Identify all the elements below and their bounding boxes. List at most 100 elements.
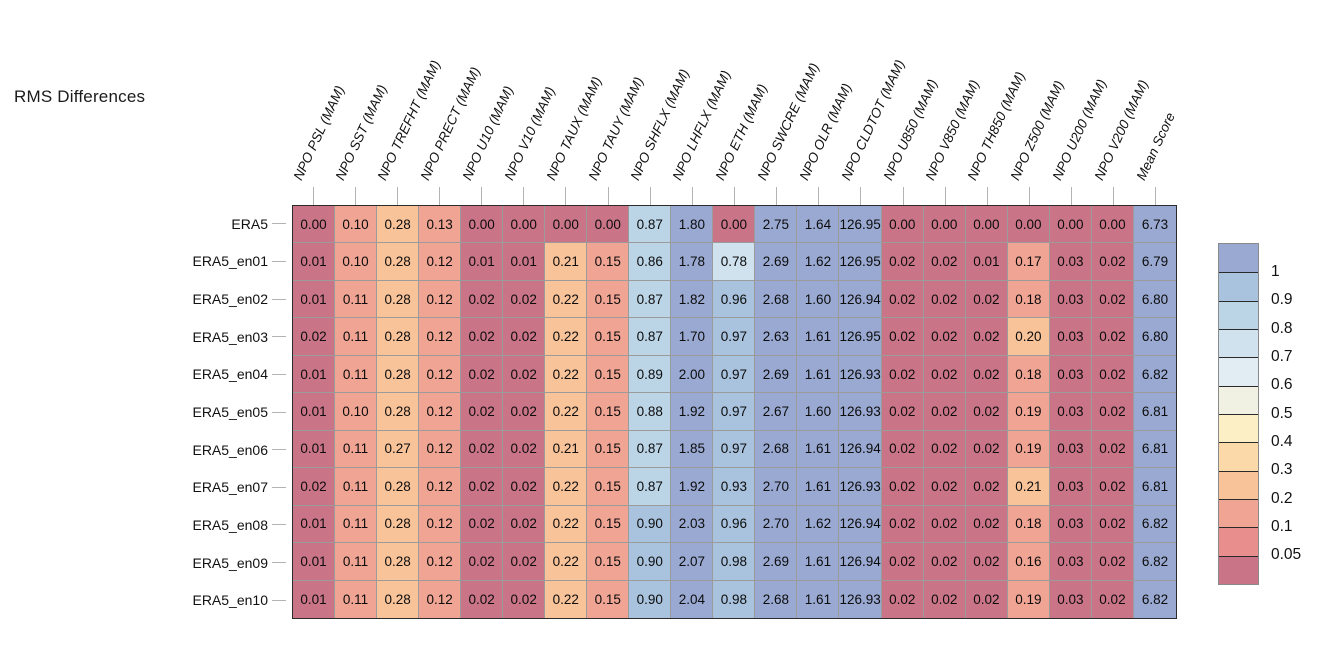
cell-value: 0.01 [300, 441, 327, 457]
cell-value: 0.16 [1015, 553, 1042, 569]
legend-color-swatch [1219, 300, 1258, 329]
cell-value: 6.82 [1141, 553, 1169, 569]
cell-value: 0.12 [426, 291, 453, 307]
heatmap-cell: 0.02 [1091, 393, 1134, 431]
heatmap-cell: 0.00 [587, 206, 630, 244]
heatmap-cell: 2.75 [755, 206, 798, 244]
row-tick [272, 336, 286, 338]
heatmap-cell: 0.02 [1091, 505, 1134, 544]
cell-value: 0.12 [426, 254, 453, 270]
cell-value: 0.15 [594, 441, 621, 457]
cell-value: 0.98 [720, 553, 747, 569]
cell-value: 0.02 [889, 366, 916, 382]
heatmap-cell: 0.02 [503, 543, 546, 581]
heatmap-cell: 0.88 [629, 393, 672, 431]
legend-color-swatch [1219, 244, 1258, 273]
heatmap-cell: 0.13 [419, 206, 462, 244]
cell-value: 0.00 [889, 216, 916, 232]
cell-value: 0.02 [468, 553, 495, 569]
cell-value: 0.02 [889, 254, 916, 270]
heatmap-cell: 0.21 [545, 430, 588, 469]
heatmap-cell: 0.10 [335, 243, 378, 281]
heatmap-cell: 0.90 [629, 505, 672, 544]
heatmap-cell: 0.02 [461, 505, 504, 544]
heatmap-cell: 1.61 [797, 543, 840, 581]
heatmap-cell: 6.82 [1133, 355, 1176, 394]
heatmap-cell: 0.01 [965, 243, 1008, 281]
heatmap-cell: 0.02 [881, 393, 924, 431]
column-label: Mean Score [1133, 110, 1178, 183]
cell-value: 0.02 [300, 478, 327, 494]
heatmap-cell: 0.12 [419, 505, 462, 544]
heatmap-cell: 0.01 [293, 243, 336, 281]
heatmap-cell: 0.02 [965, 580, 1008, 618]
cell-value: 0.02 [973, 591, 1000, 607]
heatmap-cell: 1.64 [797, 206, 840, 244]
heatmap-cell: 0.15 [587, 280, 630, 319]
heatmap-cell: 0.02 [461, 430, 504, 469]
legend-tick-label: 0.3 [1271, 461, 1293, 479]
cell-value: 1.61 [804, 441, 832, 457]
cell-value: 0.98 [720, 591, 747, 607]
column-tick [691, 187, 693, 205]
heatmap-cell: 0.12 [419, 318, 462, 356]
heatmap-cell: 126.94 [839, 505, 882, 544]
cell-value: 0.02 [1099, 478, 1126, 494]
heatmap-cell: 0.02 [1091, 243, 1134, 281]
heatmap-cell: 0.02 [881, 580, 924, 618]
column-tick [439, 187, 440, 205]
column-tick [734, 187, 735, 205]
heatmap-cell: 0.00 [1007, 206, 1050, 244]
cell-value: 0.00 [720, 216, 747, 232]
column-tick [1113, 187, 1115, 205]
cell-value: 126.95 [839, 216, 881, 232]
cell-value: 0.28 [384, 254, 411, 270]
cell-value: 0.00 [931, 216, 958, 232]
heatmap-cell: 0.02 [923, 430, 966, 469]
heatmap-cell: 0.03 [1049, 430, 1092, 469]
cell-value: 2.07 [678, 553, 705, 569]
heatmap-cell: 0.87 [629, 468, 672, 506]
cell-value: 126.95 [839, 329, 881, 345]
cell-value: 0.02 [1099, 329, 1126, 345]
cell-value: 0.02 [468, 291, 495, 307]
cell-value: 0.93 [720, 478, 747, 494]
cell-value: 0.15 [594, 516, 621, 532]
heatmap-cell: 1.62 [797, 243, 840, 281]
heatmap-cell: 0.02 [461, 355, 504, 394]
cell-value: 0.02 [510, 291, 537, 307]
cell-value: 0.02 [1099, 441, 1126, 457]
column-tick [818, 187, 820, 205]
heatmap-cell: 6.81 [1133, 468, 1176, 506]
heatmap-cell: 0.02 [1091, 318, 1134, 356]
cell-value: 1.61 [804, 478, 832, 494]
heatmap-cell: 6.81 [1133, 430, 1176, 469]
heatmap-cell: 0.03 [1049, 393, 1092, 431]
heatmap-cell: 0.02 [881, 280, 924, 319]
cell-value: 0.00 [510, 216, 537, 232]
cell-value: 0.28 [384, 478, 411, 494]
cell-value: 0.02 [931, 516, 958, 532]
heatmap-cell: 0.90 [629, 543, 672, 581]
cell-value: 0.11 [342, 478, 369, 494]
cell-value: 0.11 [342, 329, 369, 345]
heatmap-cell: 0.89 [629, 355, 672, 394]
heatmap-cell: 1.92 [671, 393, 714, 431]
heatmap-cell: 0.02 [923, 580, 966, 618]
heatmap-cell: 0.00 [545, 206, 588, 244]
cell-value: 0.02 [468, 403, 495, 419]
row-tick [272, 486, 286, 488]
heatmap-cell: 0.10 [335, 206, 378, 244]
heatmap-cell: 126.95 [839, 243, 882, 281]
heatmap-cell: 0.02 [503, 318, 546, 356]
cell-value: 0.02 [510, 403, 537, 419]
row-label: ERA5 [231, 215, 268, 232]
column-tick [860, 187, 862, 205]
heatmap-cell: 1.85 [671, 430, 714, 469]
legend-tick-label: 1 [1271, 262, 1280, 280]
legend-color-swatch [1219, 470, 1258, 499]
heatmap-cell: 0.03 [1049, 355, 1092, 394]
heatmap-cell: 126.95 [839, 318, 882, 356]
column-tick [354, 187, 356, 205]
cell-value: 0.97 [720, 366, 747, 382]
